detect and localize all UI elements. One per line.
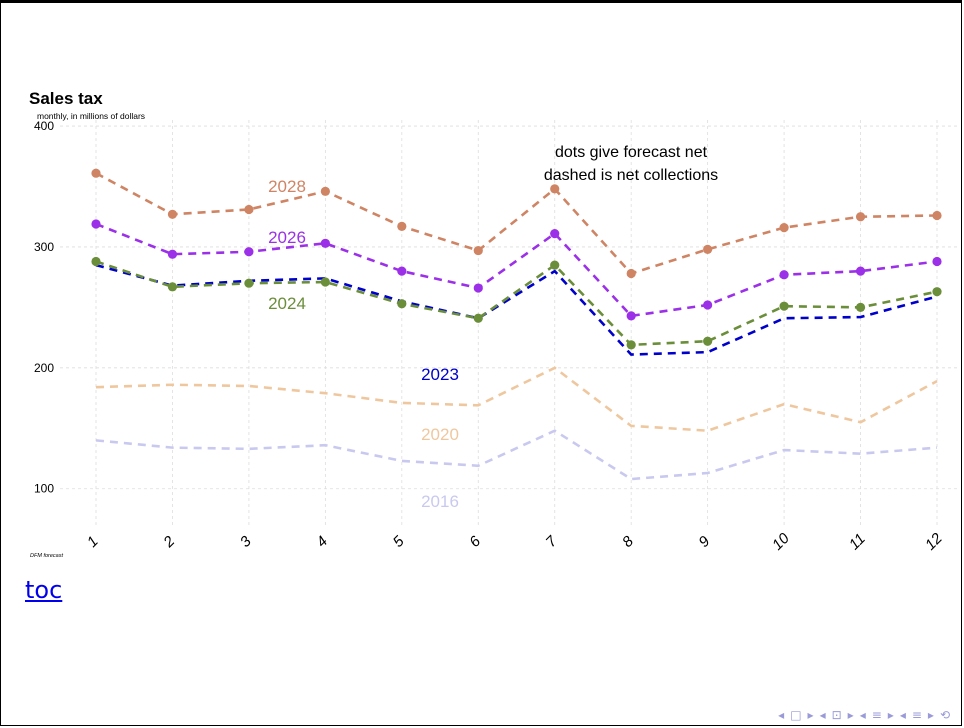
dot-2026-8	[626, 311, 636, 321]
series-label-2024: 2024	[268, 294, 306, 313]
dot-2024-2	[167, 282, 178, 292]
x-tick-label-4: 4	[313, 533, 331, 551]
series-labels: 2028 2026 2024 2023 2020 2016	[268, 177, 459, 511]
x-tick-label-11: 11	[846, 530, 869, 553]
series-line-2026	[95, 222, 938, 318]
dot-2028-11	[855, 212, 866, 222]
dot-2024-8	[626, 340, 636, 350]
series-line-2023	[95, 263, 938, 356]
dot-2026-12	[932, 256, 942, 267]
dot-2026-10	[779, 270, 789, 280]
series-label-2026: 2026	[268, 228, 306, 247]
dot-2024-1	[91, 256, 101, 267]
series-label-2016: 2016	[421, 492, 459, 511]
nav-glyph-12[interactable]: ⟲	[939, 708, 950, 722]
dot-2028-3	[244, 204, 254, 215]
dot-2026-5	[397, 266, 407, 276]
x-tick-label-3: 3	[237, 532, 255, 550]
dot-2024-7	[550, 260, 560, 270]
nav-glyph-5[interactable]: ▸	[847, 708, 854, 722]
nav-glyph-2[interactable]: ▸	[807, 708, 814, 722]
series-label-2020: 2020	[421, 425, 459, 444]
series-label-2023: 2023	[421, 365, 459, 384]
annotation-line-2: dashed is net collections	[544, 167, 718, 184]
toc-link[interactable]: toc	[25, 576, 63, 604]
x-tick-label-5: 5	[390, 532, 408, 550]
x-tick-label-2: 2	[160, 532, 179, 551]
series-line-2020	[95, 366, 938, 433]
nav-glyph-1[interactable]: □	[790, 708, 802, 722]
nav-glyph-4[interactable]: ⊡	[831, 708, 842, 722]
dot-2026-3	[244, 247, 254, 257]
dot-2026-7	[550, 229, 560, 239]
x-tick-label-10: 10	[769, 529, 793, 553]
series-lines	[95, 172, 938, 481]
x-tick-label-6: 6	[466, 532, 484, 550]
dot-2026-11	[855, 266, 866, 276]
annotation-line-1: dots give forecast net	[555, 144, 708, 161]
dot-2026-9	[703, 300, 713, 310]
dot-2028-4	[320, 186, 330, 196]
nav-glyph-10[interactable]: ≡	[911, 708, 922, 722]
x-tick-label-8: 8	[619, 532, 637, 550]
chart-title: Sales tax	[29, 89, 103, 108]
dot-2028-10	[779, 222, 789, 233]
x-tick-label-1: 1	[84, 533, 102, 551]
dot-2026-1	[91, 219, 101, 229]
dot-2024-10	[779, 301, 789, 311]
y-tick-label-200: 200	[34, 361, 54, 375]
nav-glyph-11[interactable]: ▸	[927, 708, 934, 722]
dot-2028-5	[397, 221, 407, 231]
dot-2024-4	[320, 277, 330, 287]
dot-2028-9	[703, 244, 713, 254]
dot-2028-8	[626, 268, 636, 279]
dot-2028-1	[91, 168, 101, 178]
dot-2028-6	[473, 245, 483, 256]
dot-2028-2	[167, 209, 178, 219]
nav-glyph-8[interactable]: ▸	[887, 708, 894, 722]
chart-caption: DFM forecast	[30, 553, 63, 559]
dot-2026-4	[320, 238, 330, 248]
dot-2028-7	[550, 184, 560, 194]
nav-glyph-7[interactable]: ≡	[871, 708, 882, 722]
y-tick-label-100: 100	[34, 482, 54, 496]
dot-2024-6	[473, 313, 483, 323]
dot-2028-12	[932, 210, 942, 221]
chart-subtitle: monthly, in millions of dollars	[37, 111, 145, 121]
dot-2024-12	[932, 287, 942, 297]
series-line-2028	[95, 172, 938, 276]
dot-2024-5	[397, 299, 407, 309]
dot-2026-6	[473, 283, 483, 293]
nav-glyph-6[interactable]: ◂	[859, 708, 866, 722]
x-tick-label-12: 12	[922, 529, 946, 553]
nav-glyph-0[interactable]: ◂	[778, 708, 785, 722]
series-line-2024	[95, 260, 938, 347]
nav-glyph-3[interactable]: ◂	[819, 708, 826, 722]
y-tick-label-300: 300	[34, 240, 54, 254]
y-tick-label-400: 400	[34, 119, 54, 133]
series-label-2028: 2028	[268, 177, 306, 196]
x-tick-label-9: 9	[695, 532, 713, 550]
dot-2024-3	[244, 278, 254, 288]
nav-glyph-9[interactable]: ◂	[899, 708, 906, 722]
dot-2024-11	[855, 302, 866, 312]
dot-2024-9	[703, 336, 713, 346]
x-tick-label-7: 7	[543, 532, 561, 550]
dot-2026-2	[167, 249, 178, 259]
beamer-navigation-bar: ◂ □ ▸ ◂ ⊡ ▸ ◂ ≡ ▸ ◂ ≡ ▸ ⟲	[778, 708, 950, 722]
forecast-dots	[91, 168, 942, 350]
series-line-2016	[95, 429, 938, 481]
grid-lines	[60, 120, 960, 525]
